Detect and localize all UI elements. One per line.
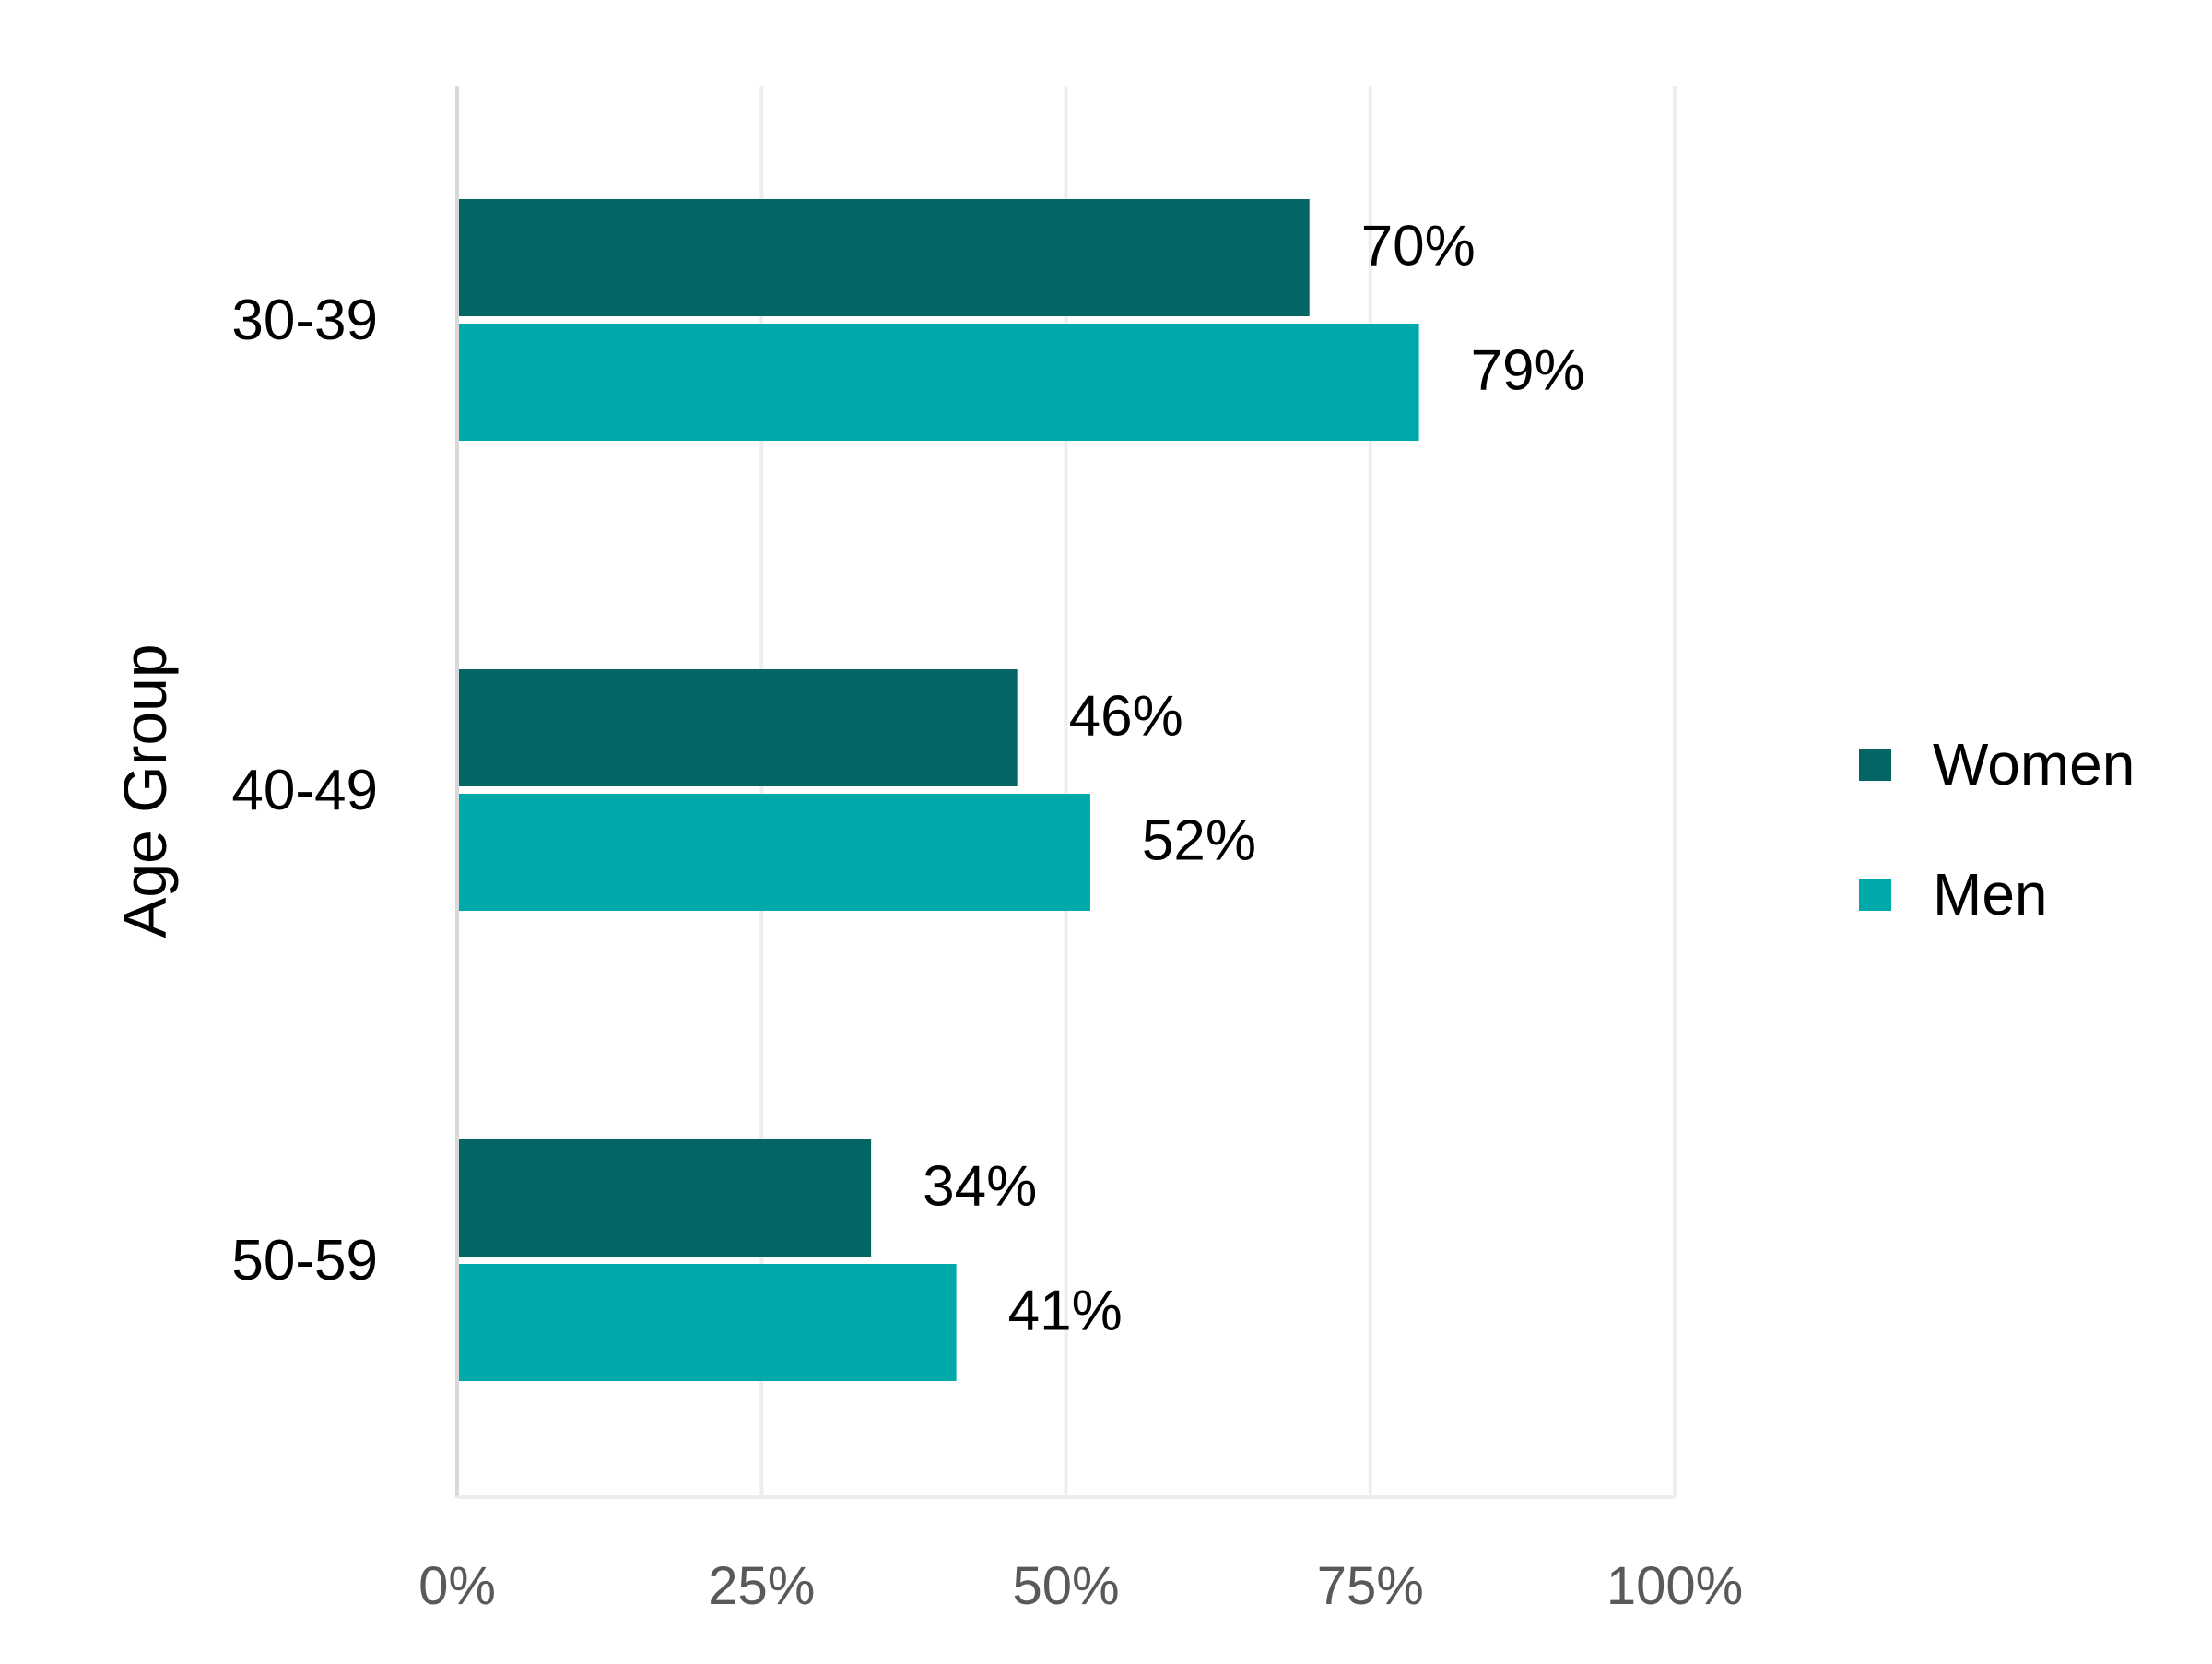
x-tick-label: 75%	[1317, 1556, 1424, 1616]
bar-women	[457, 669, 1018, 786]
data-label: 46%	[1069, 685, 1183, 749]
bar-women	[457, 199, 1310, 316]
data-label: 79%	[1471, 339, 1585, 403]
data-label: 41%	[1008, 1280, 1123, 1343]
data-label: 52%	[1142, 809, 1256, 873]
category-label: 30-39	[231, 289, 378, 352]
data-label: 34%	[923, 1155, 1037, 1219]
legend-label-women: Women	[1933, 731, 2135, 797]
axes: 0% 25% 50% 75% 100% 30-39 40-49 50-59	[231, 86, 1743, 1616]
bar-men	[457, 324, 1419, 441]
x-tick-label: 0%	[418, 1556, 496, 1616]
bar-women	[457, 1139, 872, 1257]
legend: Women Men	[1859, 731, 2135, 927]
category-label: 40-49	[231, 759, 378, 822]
x-tick-label: 25%	[708, 1556, 815, 1616]
gridlines	[759, 86, 1677, 1497]
bar-men	[457, 1264, 957, 1381]
legend-label-men: Men	[1933, 861, 2048, 927]
x-tick-label: 100%	[1606, 1556, 1743, 1616]
legend-swatch-women	[1859, 749, 1891, 781]
category-label: 50-59	[231, 1229, 378, 1292]
bar-men	[457, 794, 1090, 911]
x-tick-label: 50%	[1012, 1556, 1119, 1616]
data-label: 70%	[1361, 215, 1476, 278]
bars: 70% 79% 46% 52% 34% 41%	[457, 199, 1585, 1381]
legend-swatch-men	[1859, 879, 1891, 911]
y-axis-title: Age Group	[111, 643, 179, 938]
